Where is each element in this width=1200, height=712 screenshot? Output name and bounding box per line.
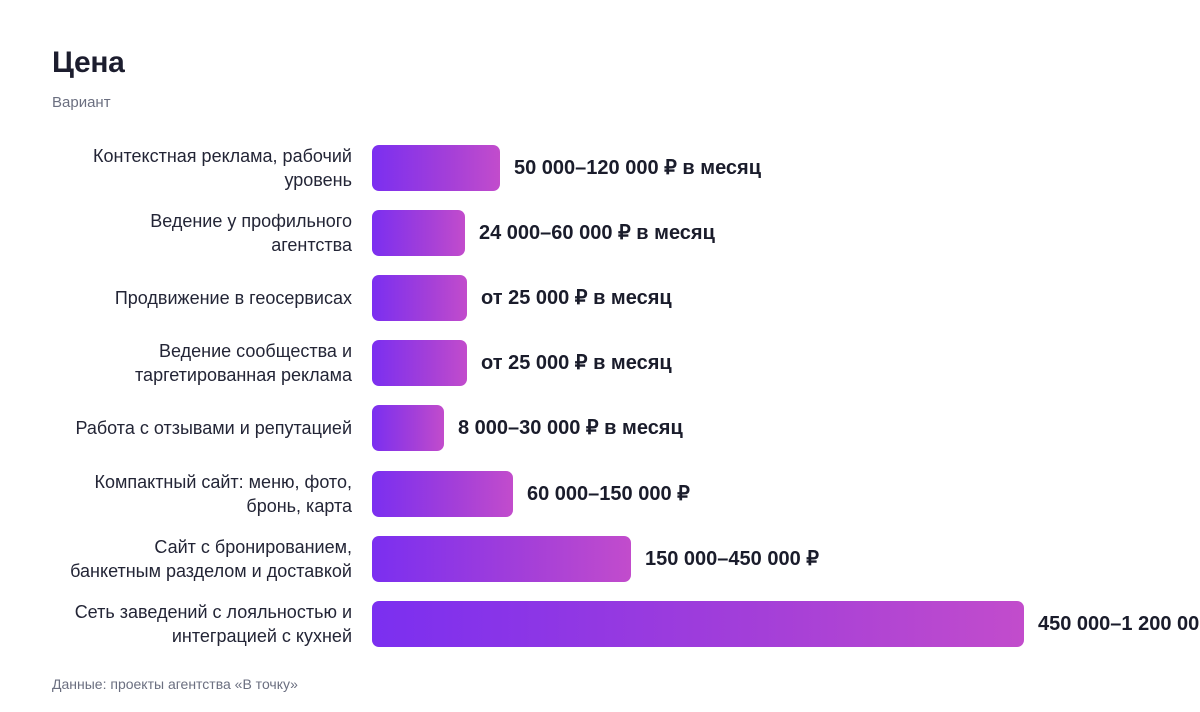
category-label: Контекстная реклама, рабочий уровень — [93, 146, 352, 190]
category-label: Сайт с бронированием, банкетным разделом … — [70, 537, 352, 581]
category-label: Ведение у профильного агентства — [150, 211, 352, 255]
data-label: 8 000–30 000 ₽ в месяц — [458, 417, 683, 439]
data-label: 60 000–150 000 ₽ — [527, 483, 690, 505]
bar — [372, 340, 467, 386]
bar — [372, 601, 1024, 647]
category-label: Сеть заведений с лояльностью и интеграцие… — [74, 602, 352, 646]
bar — [372, 471, 513, 517]
bar — [372, 536, 631, 582]
category-label: Ведение сообщества и таргетированная рекл… — [135, 341, 352, 385]
data-label: 24 000–60 000 ₽ в месяц — [479, 222, 715, 244]
data-label: от 25 000 ₽ в месяц — [481, 287, 672, 309]
data-label: 150 000–450 000 ₽ — [645, 548, 819, 570]
chart-subtitle: Вариант — [52, 94, 111, 111]
category-label: Работа с отзывами и репутацией — [75, 418, 352, 438]
bar — [372, 275, 467, 321]
bar — [372, 210, 465, 256]
chart-title: Цена — [52, 46, 125, 79]
data-source-note: Данные: проекты агентства «В точку» — [52, 676, 298, 692]
bar — [372, 145, 500, 191]
bar — [372, 405, 444, 451]
category-label: Продвижение в геосервисах — [114, 288, 352, 308]
data-label: от 25 000 ₽ в месяц — [481, 352, 672, 374]
data-label: 50 000–120 000 ₽ в месяц — [514, 157, 762, 179]
category-label: Компактный сайт: меню, фото, бронь, карта — [94, 472, 352, 516]
data-label: 450 000–1 200 000 ₽ — [1038, 613, 1200, 635]
